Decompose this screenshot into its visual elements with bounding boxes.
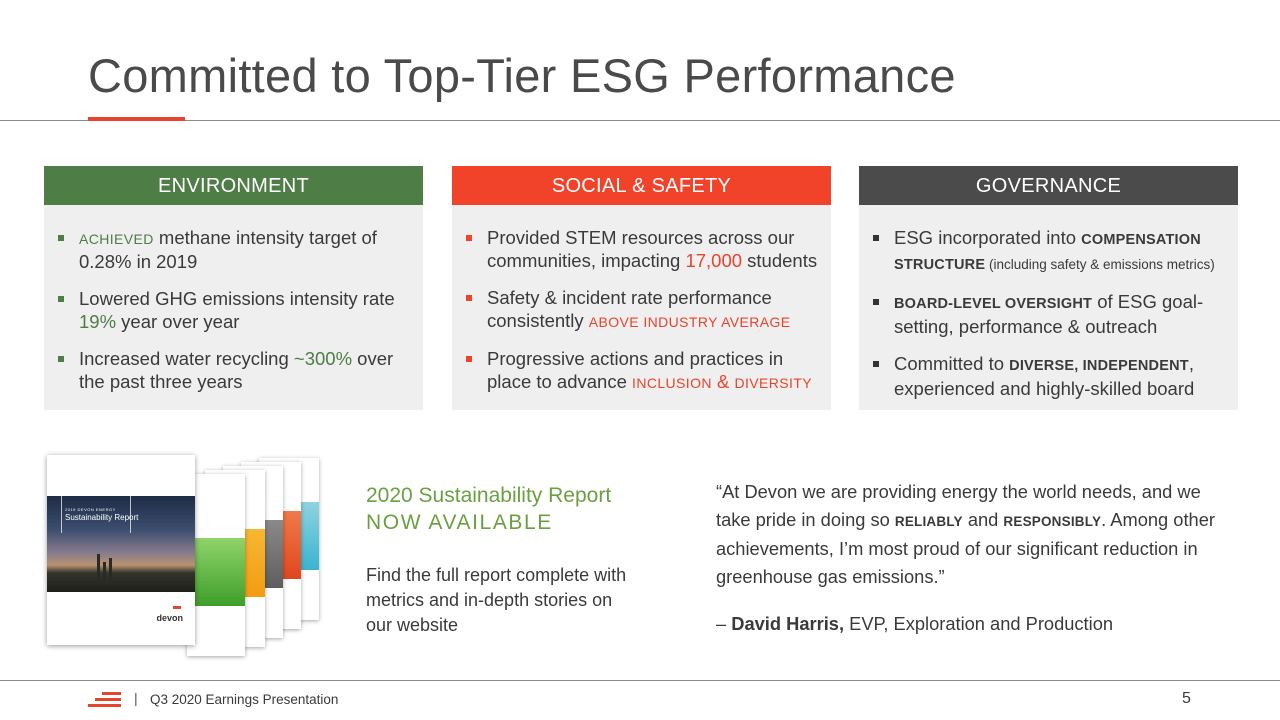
social-bullets: Provided STEM resources across our commu… — [452, 205, 831, 394]
devon-logo-mark — [173, 606, 181, 609]
bullet-text: Progressive actions and practices in pla… — [487, 348, 784, 392]
governance-bullet-3: Committed to DIVERSE, INDEPENDENT, exper… — [873, 353, 1226, 400]
attribution-dash: – — [716, 613, 732, 634]
quote-text: and — [962, 508, 1004, 530]
environment-panel: ENVIRONMENT ACHIEVED methane intensity t… — [44, 166, 423, 410]
devon-logo: devon — [156, 613, 183, 623]
highlight-value: ABOVE INDUSTRY AVERAGE — [588, 313, 791, 330]
report-page-image — [187, 538, 245, 606]
achieved-label: ACHIEVED — [79, 231, 154, 247]
report-page-2 — [187, 474, 245, 656]
bullet-text: ESG incorporated into — [894, 227, 1082, 248]
bullet-text: methane intensity target of 0.28% in 201… — [79, 227, 377, 272]
governance-heading: GOVERNANCE — [859, 166, 1238, 205]
page-title: Committed to Top-Tier ESG Performance — [88, 49, 956, 102]
governance-bullet-2: BOARD-LEVEL OVERSIGHT of ESG goal-settin… — [873, 291, 1226, 338]
devon-footer-logo-icon — [88, 692, 121, 708]
bullet-note: (including safety & emissions metrics) — [985, 256, 1215, 272]
emphasis-text: DIVERSE, INDEPENDENT — [1009, 358, 1189, 374]
highlight-value: DIVERSITY — [734, 374, 813, 391]
rig-silhouette — [97, 554, 100, 584]
ampersand: & — [711, 370, 735, 392]
sustainability-report-thumbnails: 2019 DEVON ENERGY Sustainability Report … — [44, 455, 324, 656]
quote-emphasis: RESPONSIBLY — [1003, 513, 1102, 529]
bullet-text: Increased water recycling — [79, 348, 294, 369]
report-cover: 2019 DEVON ENERGY Sustainability Report … — [47, 455, 195, 645]
title-accent-bar — [88, 117, 185, 121]
speaker-name: David Harris, — [731, 613, 845, 634]
quote-text: . Among other achievements, I’m most pro… — [716, 508, 1215, 587]
environment-bullet-3: Increased water recycling ~300% over the… — [58, 348, 411, 393]
environment-bullets: ACHIEVED methane intensity target of 0.2… — [44, 205, 423, 393]
bullet-text: Safety & incident rate performance consi… — [487, 287, 772, 331]
social-safety-panel: SOCIAL & SAFETY Provided STEM resources … — [452, 166, 831, 410]
social-bullet-3: Progressive actions and practices in pla… — [466, 348, 819, 394]
bullet-text: year over year — [116, 310, 240, 332]
bullet-text: students — [742, 249, 818, 271]
environment-bullet-2: Lowered GHG emissions intensity rate 19%… — [58, 288, 411, 333]
governance-bullets: ESG incorporated into COMPENSATION STRUC… — [859, 205, 1238, 400]
bullet-text: , experienced and highly-skilled board — [894, 353, 1195, 399]
report-description: Find the full report complete with metri… — [366, 565, 627, 635]
title-divider — [0, 120, 1280, 121]
highlight-value: 19% — [79, 310, 117, 332]
report-title: 2020 Sustainability Report — [366, 484, 612, 507]
environment-bullet-1: ACHIEVED methane intensity target of 0.2… — [58, 227, 411, 273]
bullet-text: Provided STEM resources across our commu… — [487, 227, 795, 271]
quote-text: “At Devon we are providing energy the wo… — [716, 481, 1201, 530]
highlight-value: 17,000 — [685, 249, 743, 271]
quote-emphasis: RELIABLY — [894, 513, 963, 529]
footer-divider — [0, 680, 1280, 681]
report-cover-frame — [61, 483, 131, 533]
footer-separator: | — [134, 690, 138, 706]
social-bullet-2: Safety & incident rate performance consi… — [466, 287, 819, 333]
report-cover-title: Sustainability Report — [65, 513, 139, 522]
report-availability: NOW AVAILABLE — [366, 511, 553, 534]
executive-quote: “At Devon we are providing energy the wo… — [716, 478, 1236, 590]
report-cover-photo — [47, 496, 195, 592]
emphasis-text: BOARD-LEVEL OVERSIGHT — [894, 296, 1093, 312]
governance-bullet-1: ESG incorporated into COMPENSATION STRUC… — [873, 227, 1226, 276]
footer-title: Q3 2020 Earnings Presentation — [150, 692, 339, 707]
report-cover-kicker: 2019 DEVON ENERGY — [65, 507, 116, 512]
emphasis-text: COMPENSATION STRUCTURE — [894, 232, 1201, 273]
speaker-role: EVP, Exploration and Production — [844, 613, 1114, 634]
environment-heading: ENVIRONMENT — [44, 166, 423, 205]
bullet-text: over the past three years — [79, 348, 394, 392]
governance-panel: GOVERNANCE ESG incorporated into COMPENS… — [859, 166, 1238, 410]
social-safety-heading: SOCIAL & SAFETY — [452, 166, 831, 205]
bullet-text: Committed to — [894, 353, 1010, 374]
highlight-value: ~300% — [293, 348, 353, 369]
highlight-value: INCLUSION — [632, 374, 712, 391]
bullet-text: of ESG goal-setting, performance & outre… — [894, 291, 1204, 337]
bullet-text: Lowered GHG emissions intensity rate — [79, 288, 395, 309]
page-number: 5 — [1182, 690, 1191, 707]
rig-silhouette — [109, 558, 112, 584]
quote-attribution: – David Harris, EVP, Exploration and Pro… — [716, 610, 1113, 637]
rig-silhouette — [103, 562, 106, 584]
social-bullet-1: Provided STEM resources across our commu… — [466, 227, 819, 272]
